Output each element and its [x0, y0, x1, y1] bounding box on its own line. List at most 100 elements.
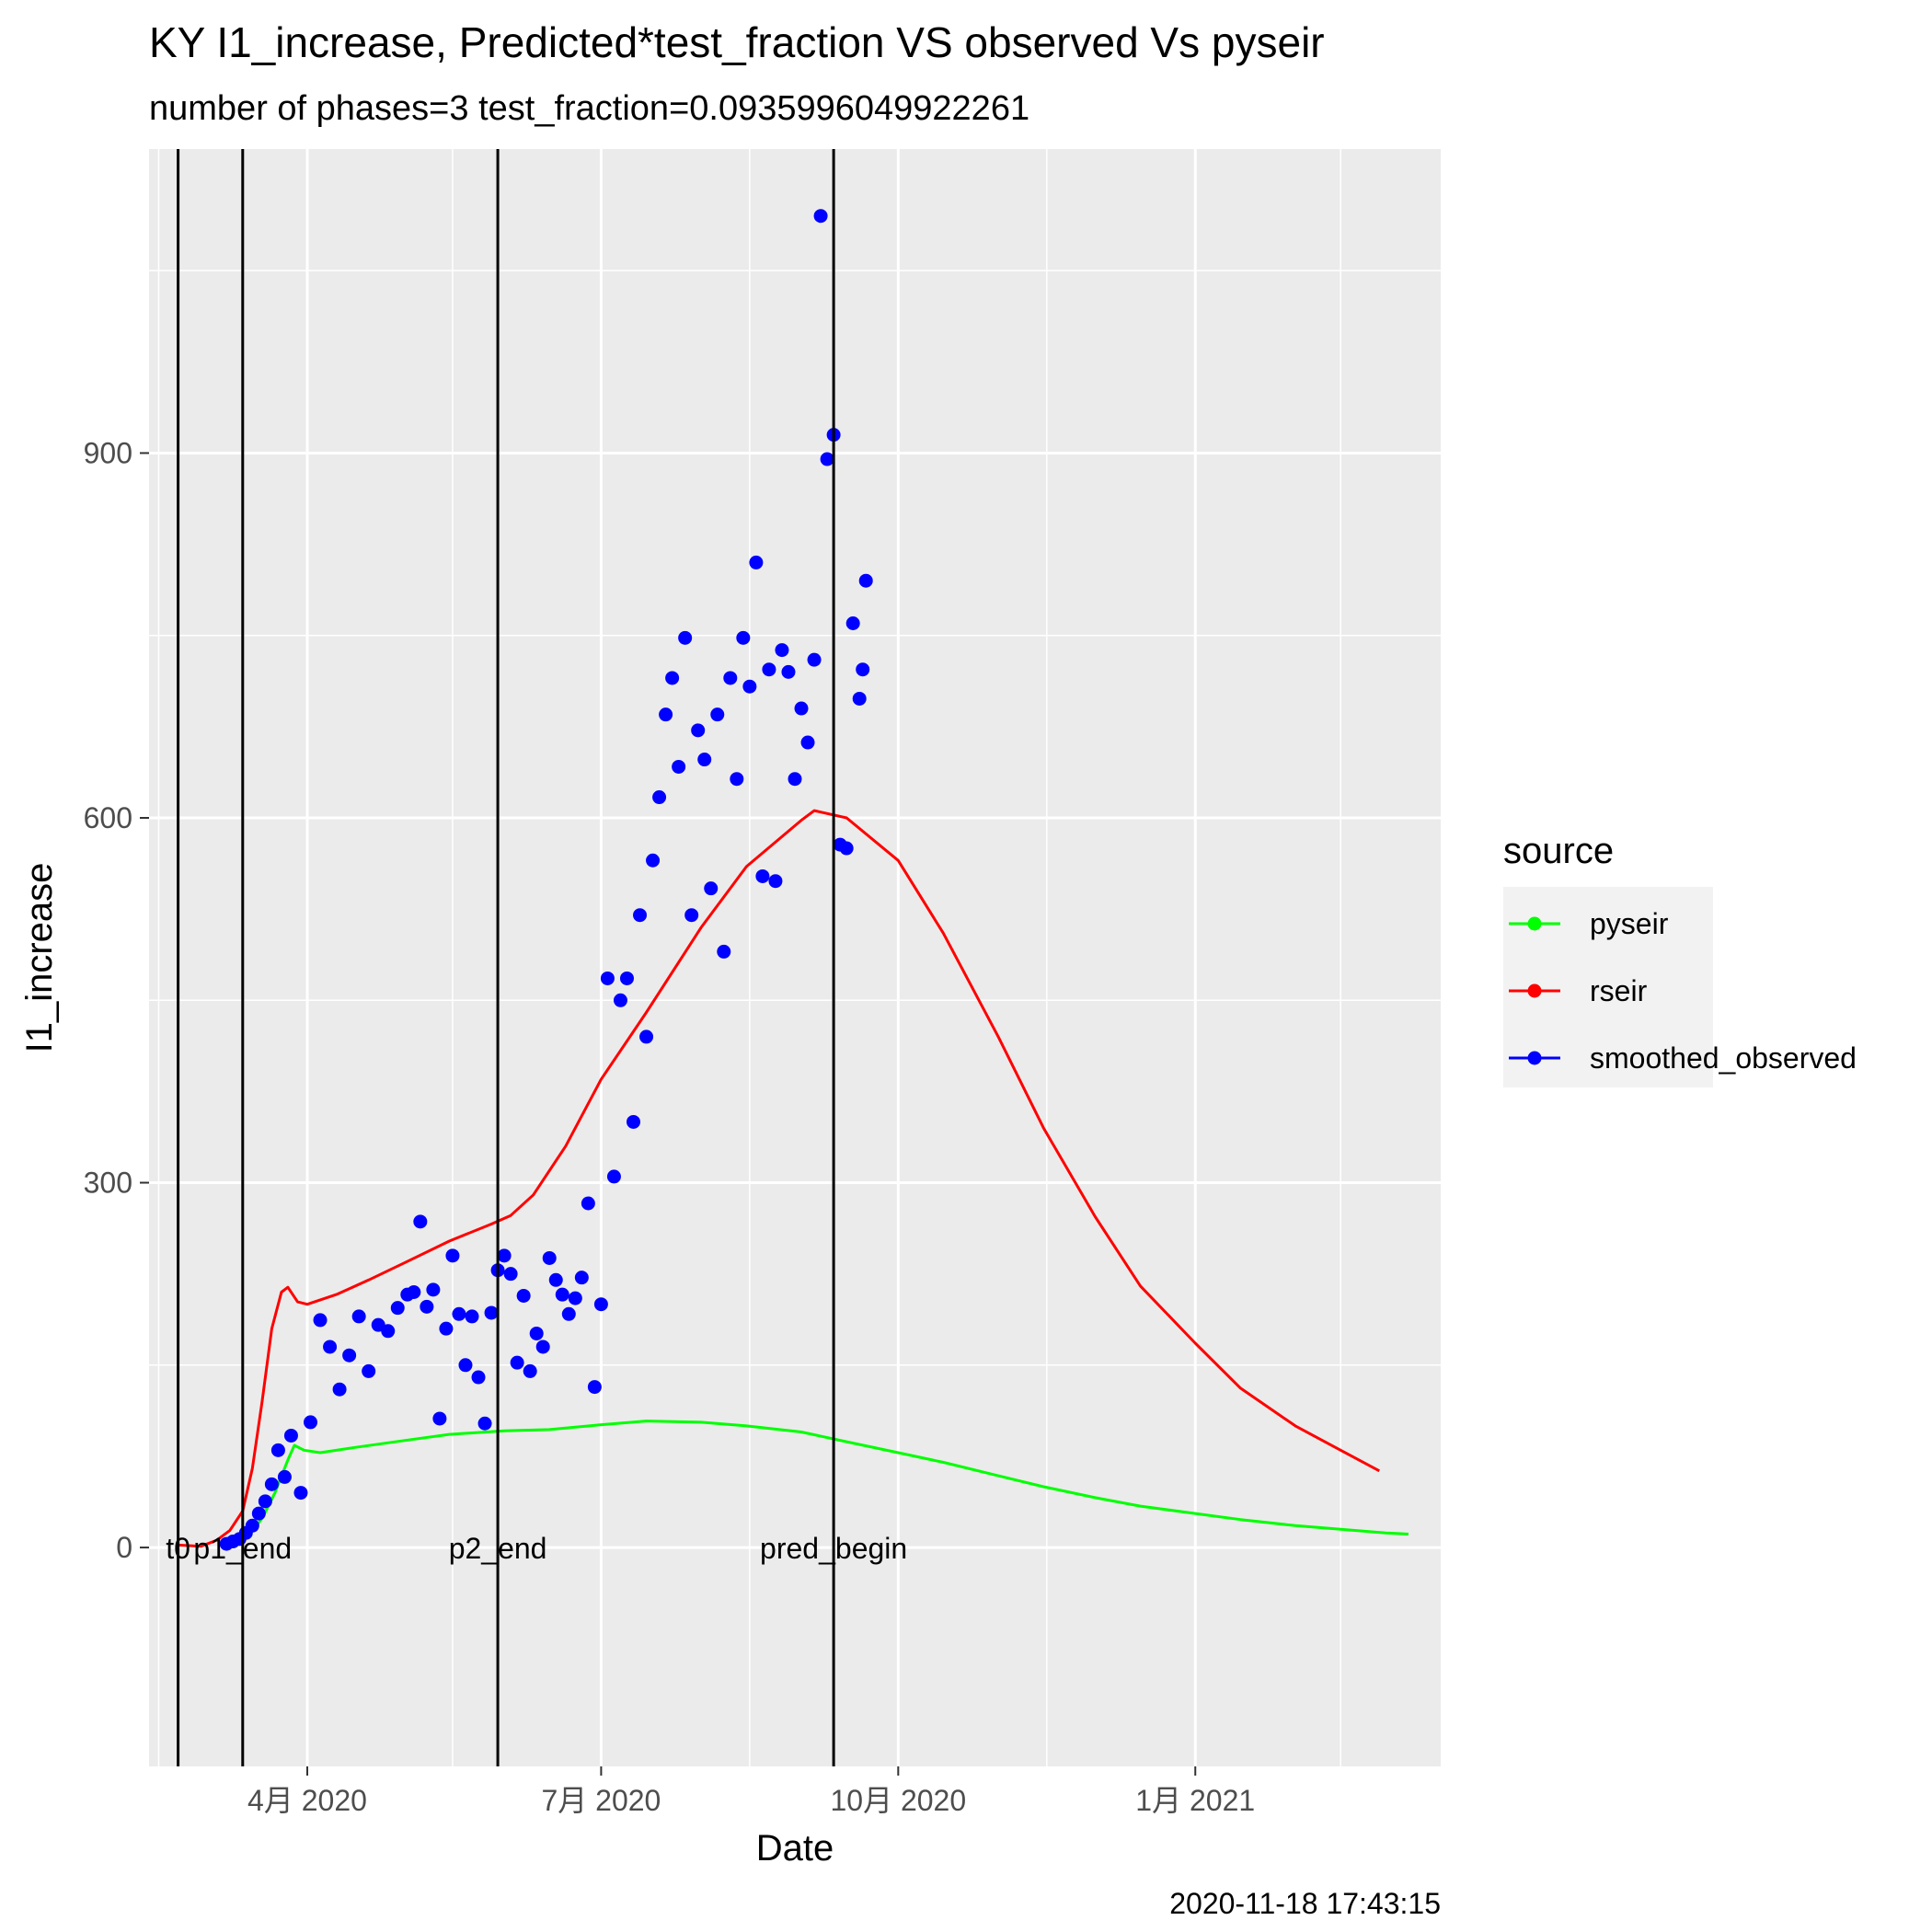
smoothed_observed-point	[768, 874, 783, 889]
smoothed_observed-point	[516, 1288, 531, 1303]
smoothed_observed-point	[555, 1287, 569, 1302]
x-tick-label: 4月 2020	[247, 1784, 367, 1817]
smoothed_observed-point	[755, 868, 770, 883]
smoothed_observed-point	[503, 1267, 518, 1282]
legend-key-dot-smoothed_observed	[1527, 1051, 1542, 1065]
smoothed_observed-point	[510, 1355, 524, 1370]
smoothed_observed-point	[627, 1114, 640, 1129]
smoothed_observed-point	[856, 662, 870, 677]
y-axis: 0 300 600 900	[84, 436, 149, 1564]
smoothed_observed-point	[529, 1326, 544, 1340]
smoothed_observed-point	[471, 1370, 486, 1385]
smoothed_observed-point	[362, 1363, 376, 1378]
smoothed_observed-point	[477, 1416, 492, 1431]
smoothed_observed-point	[351, 1309, 366, 1324]
smoothed_observed-point	[781, 664, 796, 679]
y-tick-label: 600	[84, 801, 132, 834]
smoothed_observed-point	[723, 671, 738, 685]
smoothed_observed-point	[484, 1305, 499, 1320]
smoothed_observed-point	[332, 1382, 347, 1397]
smoothed_observed-point	[342, 1348, 357, 1363]
smoothed_observed-point	[775, 643, 789, 658]
smoothed_observed-point	[839, 841, 854, 856]
smoothed_observed-point	[407, 1284, 421, 1299]
vertical-markers: t0 p1_end p2_end pred_begin	[166, 149, 907, 1766]
smoothed_observed-point	[313, 1313, 328, 1328]
smoothed_observed-point	[704, 881, 719, 896]
x-axis-title: Date	[756, 1828, 834, 1869]
legend-label-pyseir: pyseir	[1590, 907, 1669, 940]
smoothed_observed-point	[807, 652, 822, 667]
grid-major	[149, 149, 1441, 1766]
smoothed_observed-point	[600, 971, 615, 985]
smoothed_observed-point	[749, 555, 764, 569]
smoothed_observed-point	[845, 616, 860, 631]
smoothed_observed-point	[717, 944, 731, 959]
smoothed_observed-point	[606, 1169, 621, 1184]
smoothed_observed-point	[542, 1250, 557, 1265]
smoothed_observed-point	[452, 1306, 466, 1321]
smoothed_observed-point	[426, 1282, 441, 1297]
smoothed_observed-point	[432, 1411, 447, 1426]
smoothed_observed-point	[633, 908, 648, 923]
series-lines	[178, 809, 1409, 1548]
smoothed_observed-point	[613, 993, 627, 1007]
chart-title: KY I1_increase, Predicted*test_fraction …	[149, 18, 1325, 66]
smoothed_observed-point	[593, 1297, 608, 1312]
smoothed_observed-point	[581, 1196, 595, 1211]
smoothed_observed-point	[323, 1340, 338, 1354]
x-tick-label: 10月 2020	[830, 1784, 966, 1817]
timestamp-caption: 2020-11-18 17:43:15	[1169, 1887, 1441, 1920]
vline-label-pred_begin: pred_begin	[760, 1532, 907, 1565]
legend-title: source	[1503, 831, 1614, 871]
smoothed_observed-point	[858, 573, 873, 588]
x-axis: 4月 2020 7月 2020 10月 2020 1月 2021	[247, 1766, 1255, 1817]
smoothed_observed-point	[574, 1271, 589, 1285]
smoothed_observed-point	[646, 853, 661, 868]
smoothed_observed-point	[736, 630, 751, 645]
x-tick-label: 7月 2020	[541, 1784, 661, 1817]
smoothed_observed-point	[672, 759, 686, 774]
smoothed_observed-point	[659, 707, 673, 722]
chart-subtitle: number of phases=3 test_fraction=0.09359…	[149, 89, 1029, 128]
legend-key-dot-pyseir	[1527, 916, 1542, 931]
smoothed_observed-point	[439, 1321, 454, 1336]
smoothed_observed-point	[548, 1272, 563, 1287]
smoothed_observed-point	[304, 1415, 317, 1430]
smoothed_observed-point	[678, 630, 693, 645]
smoothed_observed-point	[445, 1248, 460, 1263]
smoothed_observed-point	[523, 1363, 537, 1378]
smoothed_observed-point	[762, 662, 776, 677]
smoothed_observed-point	[270, 1443, 285, 1457]
smoothed_observed-point	[258, 1494, 272, 1509]
vline-label-p2_end: p2_end	[449, 1532, 547, 1565]
smoothed_observed-point	[293, 1486, 308, 1501]
smoothed_observed-point	[794, 701, 809, 716]
grid-minor	[149, 149, 1441, 1766]
smoothed_observed-point	[413, 1214, 428, 1229]
smoothed_observed-point	[730, 772, 744, 787]
pyseir-line	[223, 1420, 1409, 1547]
smoothed_observed-point	[691, 723, 706, 738]
smoothed_observed-point	[277, 1469, 292, 1484]
smoothed_observed-point	[264, 1477, 279, 1491]
rseir-line	[178, 809, 1381, 1548]
smoothed_observed-point	[390, 1301, 405, 1316]
smoothed_observed-point	[820, 452, 834, 466]
plot-panel	[149, 149, 1441, 1766]
smoothed_observed-point	[652, 790, 667, 805]
smoothed_observed-point	[245, 1518, 259, 1533]
smoothed_observed-point	[697, 753, 712, 767]
smoothed_observed-point	[458, 1358, 473, 1373]
legend: source pyseir rseir smoothed_observed	[1503, 831, 1857, 1087]
vline-label-p1_end: p1_end	[193, 1532, 292, 1565]
smoothed_observed-point	[497, 1248, 512, 1263]
vline-label-t0: t0	[166, 1532, 190, 1565]
smoothed_observed-point	[813, 209, 828, 224]
y-tick-label: 0	[116, 1531, 132, 1564]
smoothed_observed-point	[568, 1291, 582, 1305]
smoothed_observed-point	[561, 1306, 576, 1321]
smoothed_observed-point	[665, 671, 680, 685]
smoothed_observed-point	[587, 1380, 602, 1395]
